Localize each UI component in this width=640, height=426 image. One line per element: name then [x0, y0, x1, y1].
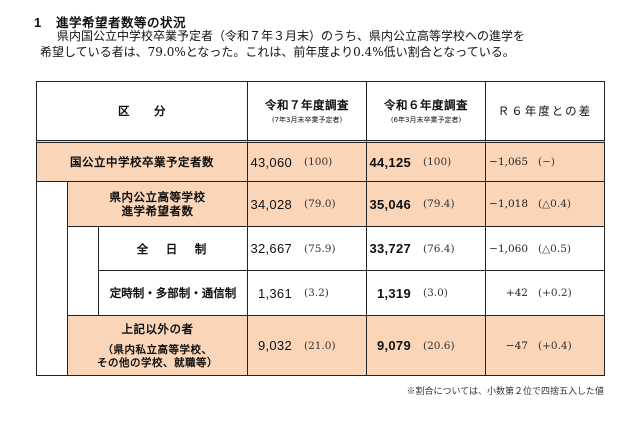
- header-category-label: 区 分: [118, 104, 166, 118]
- value: 33,727: [369, 241, 411, 256]
- row-others-r7: 9,032 (21.0): [247, 315, 367, 376]
- value: 32,667: [250, 241, 292, 256]
- percent: (79.0): [304, 198, 336, 210]
- value: −1,065: [489, 156, 528, 168]
- row-label-line1: 県内公立高等学校: [109, 190, 206, 204]
- row-total-label: 国公立中学校卒業予定者数: [36, 140, 248, 182]
- value: 1,319: [376, 285, 411, 301]
- percent: (100): [423, 156, 452, 168]
- section-heading: 1 進学希望者数等の状況: [34, 12, 186, 31]
- value: −1,018: [489, 198, 528, 210]
- value: 9,032: [257, 338, 292, 353]
- applicants-table: 区 分 令和７年度調査 (7年3月末卒業予定者) 令和６年度調査 (6年3月末卒…: [36, 81, 605, 376]
- row-total-r6: 44,125 (100): [366, 140, 486, 182]
- row-label-line1: 上記以外の者: [121, 321, 194, 336]
- header-category: 区 分: [36, 81, 248, 141]
- row-label: 定時制・多部制・通信制: [109, 286, 237, 300]
- percent: (△0.4): [538, 198, 571, 210]
- percent: (76.4): [423, 242, 455, 255]
- row-fulltime-r6: 33,727 (76.4): [366, 226, 486, 271]
- percent: (20.6): [423, 339, 455, 352]
- row-public-hs-r6: 35,046 (79.4): [366, 181, 486, 227]
- row-total-diff: −1,065 (−): [485, 140, 605, 182]
- header-r7-title: 令和７年度調査: [265, 98, 349, 112]
- row-others-label: 上記以外の者 （県内私立高等学校、 その他の学校、就職等）: [67, 315, 248, 376]
- row-parttime-label: 定時制・多部制・通信制: [98, 270, 248, 316]
- percent: (+0.2): [538, 287, 572, 299]
- value: 43,060: [250, 154, 292, 170]
- row-others-r6: 9,079 (20.6): [366, 315, 486, 376]
- footnote: ※割合については、小数第２位で四捨五入した値: [406, 387, 604, 397]
- row-parttime-r7: 1,361 (3.2): [247, 270, 367, 316]
- row-label: 全 日 制: [136, 241, 210, 256]
- percent: (3.2): [304, 287, 329, 299]
- row-fulltime-r7: 32,667 (75.9): [247, 226, 367, 271]
- row-public-hs-diff: −1,018 (△0.4): [485, 181, 605, 227]
- indent-spacer-1: [36, 181, 68, 376]
- row-label-line2: 進学希望者数: [121, 204, 194, 218]
- header-r6: 令和６年度調査 (6年3月末卒業予定者): [366, 81, 486, 141]
- row-public-hs-r7: 34,028 (79.0): [247, 181, 367, 227]
- value: 35,046: [369, 196, 411, 212]
- percent: (+0.4): [538, 339, 572, 352]
- header-r6-subtitle: (6年3月末卒業予定者): [390, 116, 462, 124]
- header-diff: Ｒ６年度との差: [485, 81, 605, 141]
- header-r7: 令和７年度調査 (7年3月末卒業予定者): [247, 81, 367, 141]
- row-parttime-diff: +42 (+0.2): [485, 270, 605, 316]
- value: 44,125: [369, 154, 411, 170]
- percent: (△0.5): [538, 242, 571, 255]
- value: −47: [505, 339, 528, 352]
- row-public-hs-label: 県内公立高等学校 進学希望者数: [67, 181, 248, 227]
- percent: (−): [538, 156, 555, 168]
- value: 34,028: [250, 196, 292, 212]
- row-label: 国公立中学校卒業予定者数: [70, 155, 214, 169]
- row-fulltime-label: 全 日 制: [98, 226, 248, 271]
- indent-spacer-2: [67, 226, 99, 316]
- percent: (21.0): [304, 339, 336, 352]
- row-total-r7: 43,060 (100): [247, 140, 367, 182]
- row-parttime-r6: 1,319 (3.0): [366, 270, 486, 316]
- row-label-line2: （県内私立高等学校、: [102, 343, 213, 356]
- row-others-diff: −47 (+0.4): [485, 315, 605, 376]
- header-r7-subtitle: (7年3月末卒業予定者): [271, 116, 343, 124]
- row-label-line3: その他の学校、就職等）: [97, 356, 218, 369]
- section-title: 進学希望者数等の状況: [56, 15, 187, 30]
- header-r6-title: 令和６年度調査: [384, 98, 468, 112]
- section-number: 1: [34, 15, 42, 30]
- value: 9,079: [376, 338, 411, 353]
- row-fulltime-diff: −1,060 (△0.5): [485, 226, 605, 271]
- paragraph-line-2: 希望している者は、79.0%となった。これは、前年度より0.4%低い割合となって…: [40, 45, 515, 59]
- value: +42: [505, 287, 528, 299]
- paragraph-line-1: 県内国公立中学校卒業予定者（令和７年３月末）のうち、県内公立高等学校への進学を: [57, 29, 526, 43]
- percent: (100): [304, 156, 333, 168]
- percent: (75.9): [304, 242, 336, 255]
- summary-paragraph: 県内国公立中学校卒業予定者（令和７年３月末）のうち、県内公立高等学校への進学を …: [40, 28, 600, 60]
- percent: (79.4): [423, 198, 455, 210]
- percent: (3.0): [423, 287, 448, 299]
- value: 1,361: [257, 285, 292, 301]
- header-diff-label: Ｒ６年度との差: [497, 104, 593, 118]
- value: −1,060: [489, 242, 528, 255]
